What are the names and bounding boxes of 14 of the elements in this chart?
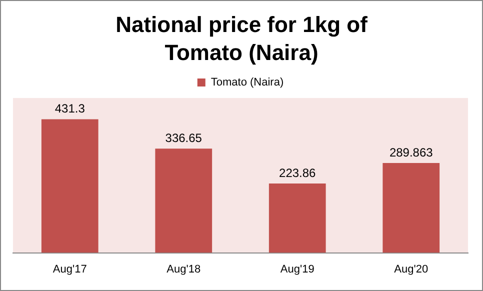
bar — [268, 183, 326, 253]
data-label: 431.3 — [54, 102, 86, 116]
data-label: 336.65 — [165, 130, 202, 145]
x-tick-label: Aug'17 — [52, 263, 87, 276]
chart-title: National price for 1kg of Tomato (Naira) — [114, 11, 368, 67]
bar — [382, 163, 440, 253]
data-label: 289.863 — [389, 145, 434, 160]
data-label: 223.86 — [279, 166, 316, 180]
legend-label: Tomato (Naira) — [210, 76, 284, 89]
x-tick-label: Aug'18 — [166, 263, 201, 276]
bar — [155, 148, 212, 253]
x-tick-label: Aug'20 — [394, 263, 428, 276]
x-tick-label: Aug'19 — [280, 263, 314, 276]
bar — [41, 119, 98, 253]
